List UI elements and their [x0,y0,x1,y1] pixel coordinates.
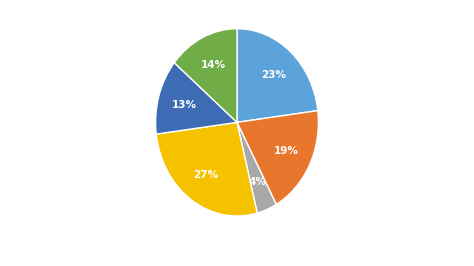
Text: 4%: 4% [248,177,266,186]
Wedge shape [237,122,276,213]
Wedge shape [237,29,318,122]
Wedge shape [174,29,237,122]
Text: 19%: 19% [274,146,299,156]
Text: 27%: 27% [193,170,219,180]
Text: 13%: 13% [171,99,196,110]
Text: 23%: 23% [261,70,286,80]
Wedge shape [237,111,319,204]
Wedge shape [155,63,237,134]
Wedge shape [156,122,257,216]
Text: 14%: 14% [201,60,226,70]
